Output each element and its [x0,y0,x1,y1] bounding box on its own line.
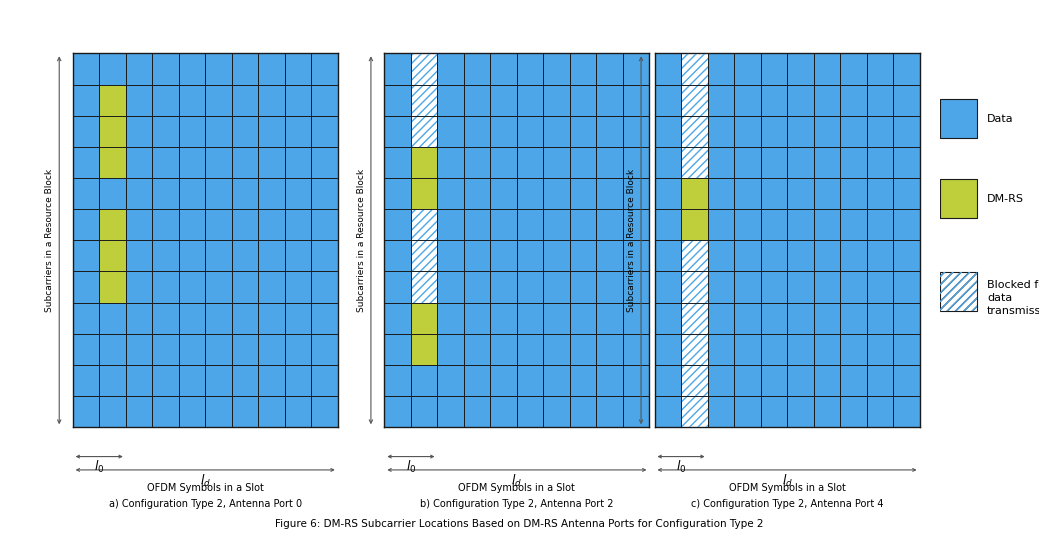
Text: $l_d$: $l_d$ [511,473,523,489]
Text: Subcarriers in a Resource Block: Subcarriers in a Resource Block [46,169,54,312]
Bar [411,84,437,116]
Text: $l_d$: $l_d$ [781,473,793,489]
Text: DM-RS: DM-RS [987,194,1024,203]
Bar [682,84,708,116]
Bar [682,271,708,303]
Text: Data: Data [987,114,1014,123]
Bar [682,178,708,209]
Text: Subcarriers in a Resource Block: Subcarriers in a Resource Block [357,169,366,312]
Bar [411,53,437,84]
Bar [100,271,126,303]
Bar [411,116,437,147]
Bar [411,240,437,271]
Bar [411,271,437,303]
Bar [682,240,708,271]
Text: $l_0$: $l_0$ [94,459,105,475]
Bar [411,178,437,209]
Bar [100,147,126,178]
Bar [682,147,708,178]
Bar [682,334,708,365]
Text: Figure 6: DM-RS Subcarrier Locations Based on DM-RS Antenna Ports for Configurat: Figure 6: DM-RS Subcarrier Locations Bas… [275,519,764,529]
Text: a) Configuration Type 2, Antenna Port 0: a) Configuration Type 2, Antenna Port 0 [109,499,301,509]
Text: $l_d$: $l_d$ [199,473,211,489]
Text: OFDM Symbols in a Slot: OFDM Symbols in a Slot [728,483,846,493]
Bar [411,116,437,147]
Bar [100,240,126,271]
Text: $l_0$: $l_0$ [405,459,417,475]
Bar [682,396,708,427]
Bar [100,209,126,240]
Bar [682,209,708,240]
Bar [682,303,708,334]
Text: c) Configuration Type 2, Antenna Port 4: c) Configuration Type 2, Antenna Port 4 [691,499,883,509]
Bar [940,272,977,311]
Bar [682,365,708,396]
Bar [411,240,437,271]
Bar [940,272,977,311]
Bar [411,84,437,116]
Bar [682,116,708,147]
Bar [682,116,708,147]
Bar [411,209,437,240]
Bar [682,84,708,116]
Bar [940,99,977,138]
Bar [682,53,708,84]
Bar [682,334,708,365]
Bar [411,147,437,178]
Bar [682,53,708,84]
Bar [940,179,977,218]
Bar [682,365,708,396]
Bar [682,271,708,303]
Text: OFDM Symbols in a Slot: OFDM Symbols in a Slot [146,483,264,493]
Text: Blocked for
data
transmission: Blocked for data transmission [987,280,1039,316]
Text: b) Configuration Type 2, Antenna Port 2: b) Configuration Type 2, Antenna Port 2 [420,499,614,509]
Bar [411,209,437,240]
Bar [682,303,708,334]
Bar [411,303,437,334]
Bar [682,147,708,178]
Bar [411,53,437,84]
Text: Subcarriers in a Resource Block: Subcarriers in a Resource Block [628,169,636,312]
Bar [100,84,126,116]
Bar [411,271,437,303]
Bar [682,240,708,271]
Bar [682,396,708,427]
Bar [100,116,126,147]
Bar [411,334,437,365]
Text: OFDM Symbols in a Slot: OFDM Symbols in a Slot [458,483,576,493]
Text: $l_0$: $l_0$ [675,459,687,475]
